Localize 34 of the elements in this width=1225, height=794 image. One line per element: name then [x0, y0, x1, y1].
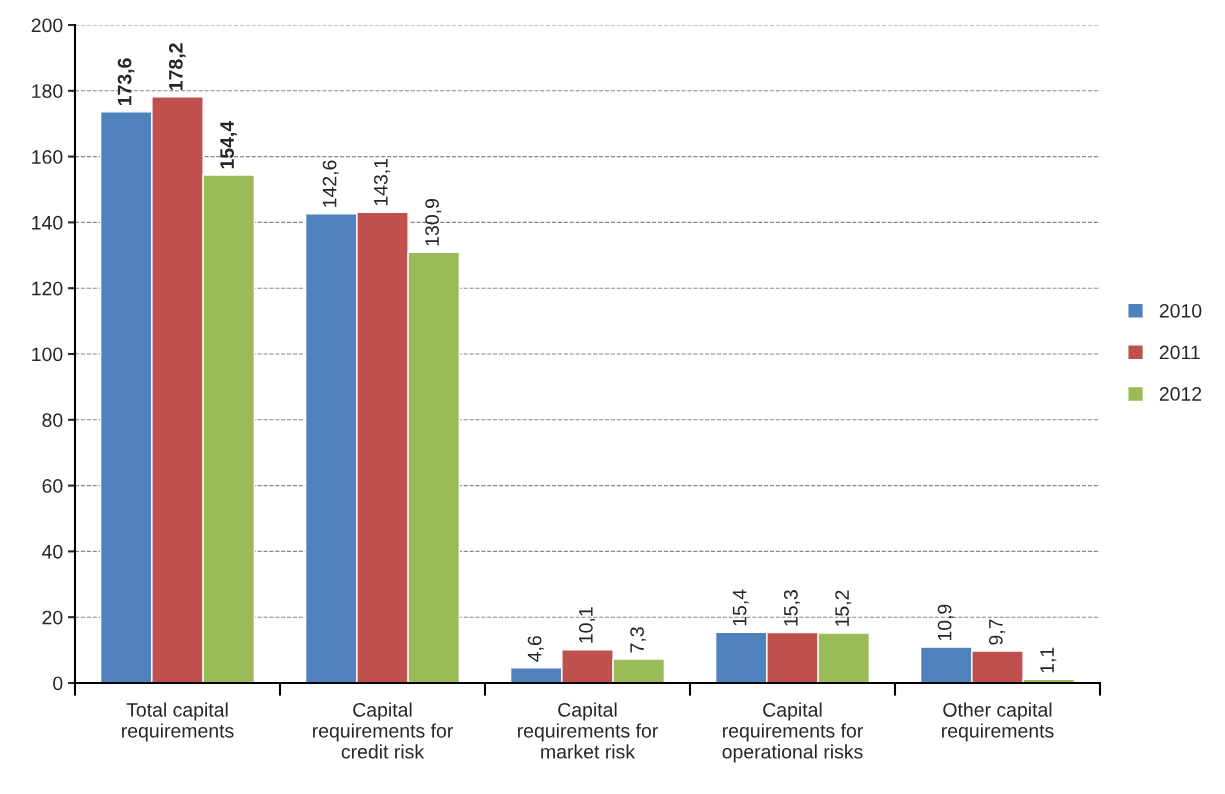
legend-label: 2012 [1159, 387, 1202, 401]
y-tick-label: 80 [42, 413, 63, 428]
y-tick-label: 140 [32, 215, 63, 230]
data-label: 130,9 [425, 199, 442, 246]
data-label: 143,1 [373, 158, 391, 206]
legend-label: 2011 [1159, 345, 1200, 360]
data-label: 9,7 [988, 619, 1006, 645]
x-tick-label: Capital requirements for credit risk [313, 702, 453, 759]
y-tick-label: 40 [42, 544, 63, 559]
x-tick-label: Capital requirements for operational risks [722, 702, 863, 763]
x-tick-label: Total capital requirements [122, 702, 234, 742]
y-tick-label: 20 [42, 610, 63, 625]
data-label: 1,1 [1040, 647, 1057, 673]
y-tick-label: 180 [32, 84, 63, 99]
data-label: 178,2 [168, 43, 186, 90]
data-label: 4,6 [527, 636, 544, 662]
x-tick-label: Capital requirements for market risk [518, 702, 658, 759]
data-label: 154,4 [220, 120, 237, 169]
data-label: 15,2 [835, 590, 852, 626]
data-label: 142,6 [322, 160, 339, 207]
data-label: 15,4 [732, 589, 749, 626]
legend-label: 2010 [1159, 303, 1202, 318]
x-tick-label: Other capital requirements [942, 702, 1054, 742]
data-label: 10,1 [578, 607, 596, 643]
y-tick-label: 0 [53, 676, 63, 691]
data-label: 15,3 [783, 590, 801, 626]
data-label: 173,6 [117, 58, 135, 106]
data-label: 10,9 [937, 604, 954, 641]
y-tick-label: 60 [42, 479, 63, 493]
y-tick-label: 200 [31, 18, 63, 33]
y-tick-label: 100 [32, 347, 63, 362]
y-tick-label: 160 [32, 150, 63, 164]
data-label: 7,3 [630, 627, 647, 653]
y-tick-label: 120 [32, 281, 63, 296]
